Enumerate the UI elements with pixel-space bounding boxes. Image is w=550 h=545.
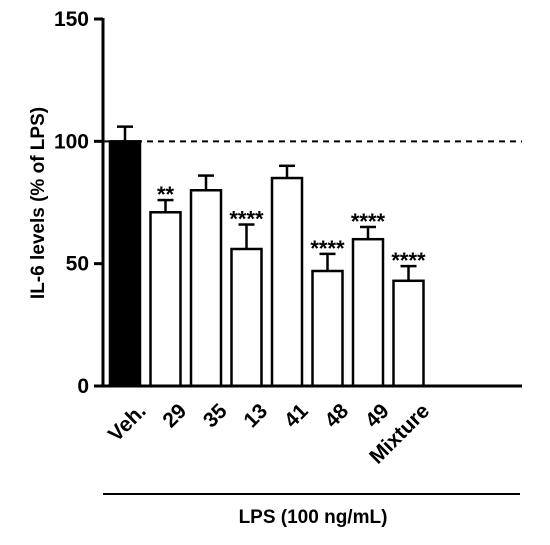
bars-group — [108, 140, 425, 388]
bar-7 — [392, 279, 425, 388]
bar-5 — [311, 269, 344, 388]
x-tick-label-4: 41 — [280, 399, 313, 432]
error-bars-group — [117, 125, 417, 281]
x-tick-label-1: 29 — [158, 399, 191, 432]
x-tick-label-0: Veh. — [104, 399, 151, 446]
significance-label-6: **** — [351, 209, 386, 234]
significance-label-3: **** — [229, 207, 264, 232]
y-tick-label-150: 150 — [54, 8, 89, 31]
significance-label-7: **** — [391, 248, 426, 273]
y-tick-label-50: 50 — [66, 253, 89, 276]
y-tick-label-0: 0 — [77, 375, 89, 398]
y-axis-label: IL-6 levels (% of LPS) — [28, 107, 49, 299]
bar-0 — [108, 140, 142, 388]
x-tick-label-3: 13 — [239, 399, 272, 432]
bar-6 — [351, 237, 385, 388]
significance-label-1: ** — [157, 182, 175, 207]
x-tick-label-2: 35 — [199, 399, 232, 432]
x-tick-label-5: 48 — [320, 399, 353, 432]
bar-3 — [230, 247, 263, 388]
y-tick-label-100: 100 — [54, 130, 89, 153]
bar-2 — [189, 189, 223, 388]
significance-label-5: **** — [310, 236, 345, 261]
lps-group-label: LPS (100 ng/mL) — [239, 507, 388, 528]
y-ticks-group: 0 50 100 150 — [54, 8, 103, 398]
bar-4 — [270, 176, 304, 388]
bar-1 — [149, 211, 182, 388]
significance-group: ****************** — [157, 182, 426, 273]
